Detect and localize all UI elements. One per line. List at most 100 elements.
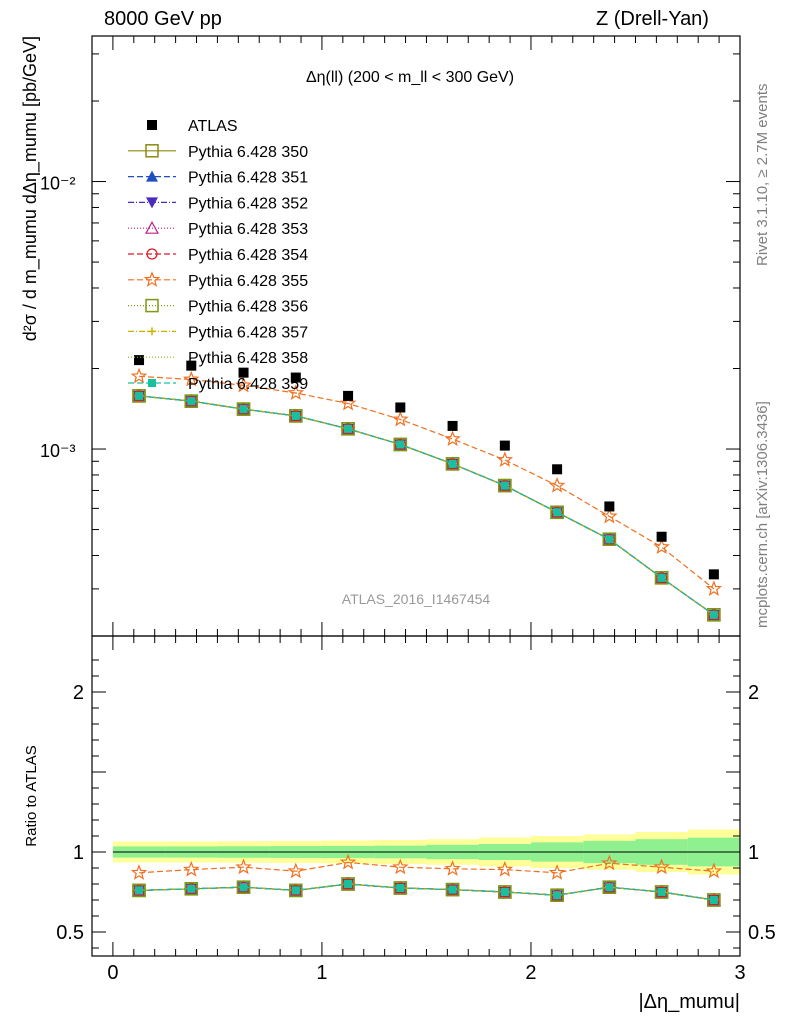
ratio-line-2 <box>139 883 714 901</box>
legend-atlas-label: ATLAS <box>188 118 238 135</box>
series-point-6 <box>184 394 199 408</box>
ratio-point-9 <box>605 883 614 892</box>
series-point-5 <box>235 376 252 393</box>
ratio-tick-label: 1 <box>73 842 84 864</box>
ratio-point-5 <box>287 862 305 879</box>
ratio-point-9 <box>553 891 562 900</box>
series-point-4 <box>551 506 563 518</box>
atlas-point <box>552 464 563 475</box>
series-point-5 <box>130 367 148 384</box>
ratio-line-7 <box>139 883 714 901</box>
ratio-line-1 <box>139 883 714 901</box>
ratio-point-6 <box>707 893 721 907</box>
series-point-4 <box>394 438 406 451</box>
series-point-6 <box>132 389 146 403</box>
ratio-point-9 <box>344 880 353 888</box>
watermark: ATLAS_2016_I1467454 <box>342 591 491 607</box>
ratio-line-3 <box>139 883 714 901</box>
series-point-6 <box>654 571 669 585</box>
series-point-4 <box>603 533 615 545</box>
atlas-point <box>708 569 719 580</box>
series-point-4 <box>237 403 250 415</box>
ratio-tick-label-right: 0.5 <box>748 922 776 944</box>
x-tick-label: 2 <box>525 962 536 984</box>
ratio-point-5 <box>548 864 566 880</box>
atlas-point <box>186 360 197 371</box>
series-point-9 <box>344 424 353 433</box>
legend-label-6: Pythia 6.428 356 <box>188 299 308 316</box>
series-point-6 <box>602 532 617 546</box>
ratio-line-6 <box>139 883 714 901</box>
series-point-4 <box>499 479 511 492</box>
series-point-9 <box>135 391 144 400</box>
ratio-point-4 <box>551 889 563 901</box>
atlas-point <box>604 501 615 512</box>
ratio-point-9 <box>657 888 666 896</box>
plot-title: Δη(ll) (200 < m_ll < 300 GeV) <box>306 69 514 86</box>
ratio-tick-label: 0.5 <box>56 922 84 944</box>
atlas-point <box>656 531 667 542</box>
series-point-6 <box>236 402 251 416</box>
series-point-5 <box>548 476 566 493</box>
atlas-point <box>499 440 510 451</box>
atlas-point <box>343 390 354 401</box>
legend-label-1: Pythia 6.428 351 <box>188 170 308 187</box>
legend-marker-1 <box>146 170 158 182</box>
series-point-9 <box>187 397 196 406</box>
header-left: 8000 GeV pp <box>104 8 222 30</box>
atlas-point <box>447 420 458 431</box>
legend-marker-6 <box>145 298 159 313</box>
axis-labels: 0 1 2 3 10⁻³ 10⁻² 0.5 0.5 1 1 2 2 Δη(ll) (200 < m_ll… <box>20 36 776 1013</box>
ratio-point-5 <box>496 860 514 877</box>
series-point-6 <box>498 478 512 493</box>
series-point-4 <box>342 423 354 435</box>
ratio-point-5 <box>444 860 461 876</box>
ratio-point-5 <box>653 858 670 875</box>
legend-label-7: Pythia 6.428 357 <box>188 324 308 341</box>
series-line-5 <box>138 375 715 590</box>
ratio-tick-label: 2 <box>73 682 84 704</box>
ratio-point-9 <box>239 883 248 892</box>
main-plot <box>91 35 741 637</box>
legend-marker-0 <box>145 144 159 158</box>
ratio-point-5 <box>339 853 357 870</box>
legend-label-2: Pythia 6.428 352 <box>188 195 308 212</box>
ratio-point-5 <box>130 864 148 880</box>
series-point-5 <box>183 370 200 387</box>
atlas-point <box>134 355 145 366</box>
legend-label-3: Pythia 6.428 353 <box>188 221 308 238</box>
legend-marker-5 <box>143 271 161 287</box>
series-point-6 <box>393 437 408 452</box>
x-tick-label: 1 <box>316 962 327 984</box>
ratio-line-4 <box>139 883 714 901</box>
ratio-tick-label-right: 2 <box>748 682 759 704</box>
series-point-6 <box>289 409 303 423</box>
legend-marker-4 <box>146 248 158 260</box>
legend-label-0: Pythia 6.428 350 <box>188 144 308 161</box>
y-tick-label: 10⁻³ <box>40 441 76 461</box>
series-point-6 <box>707 608 721 622</box>
series-point-6 <box>550 505 564 520</box>
series-point-9 <box>448 459 457 468</box>
ratio-point-5 <box>182 860 200 877</box>
series-point-5 <box>392 410 409 427</box>
ratio-line-9 <box>139 883 714 901</box>
series-point-9 <box>396 440 405 449</box>
x-axis-label: |Δη_mumu| <box>638 991 740 1013</box>
legend-marker-9 <box>148 379 156 387</box>
legend-label-4: Pythia 6.428 354 <box>188 247 308 264</box>
series-point-9 <box>239 405 248 414</box>
x-tick-label: 3 <box>734 962 745 984</box>
series-point-9 <box>553 508 562 517</box>
series-point-4 <box>290 410 302 422</box>
y-tick-label: 10⁻² <box>40 174 76 194</box>
ratio-point-9 <box>187 884 196 893</box>
series-point-5 <box>339 394 357 411</box>
ratio-point-9 <box>396 884 405 892</box>
series-point-9 <box>657 573 666 582</box>
ratio-tick-label-right: 1 <box>748 842 759 864</box>
ratio-axis-label: Ratio to ATLAS <box>23 745 40 846</box>
atlas-point <box>238 367 249 378</box>
ratio-point-6 <box>341 877 355 891</box>
